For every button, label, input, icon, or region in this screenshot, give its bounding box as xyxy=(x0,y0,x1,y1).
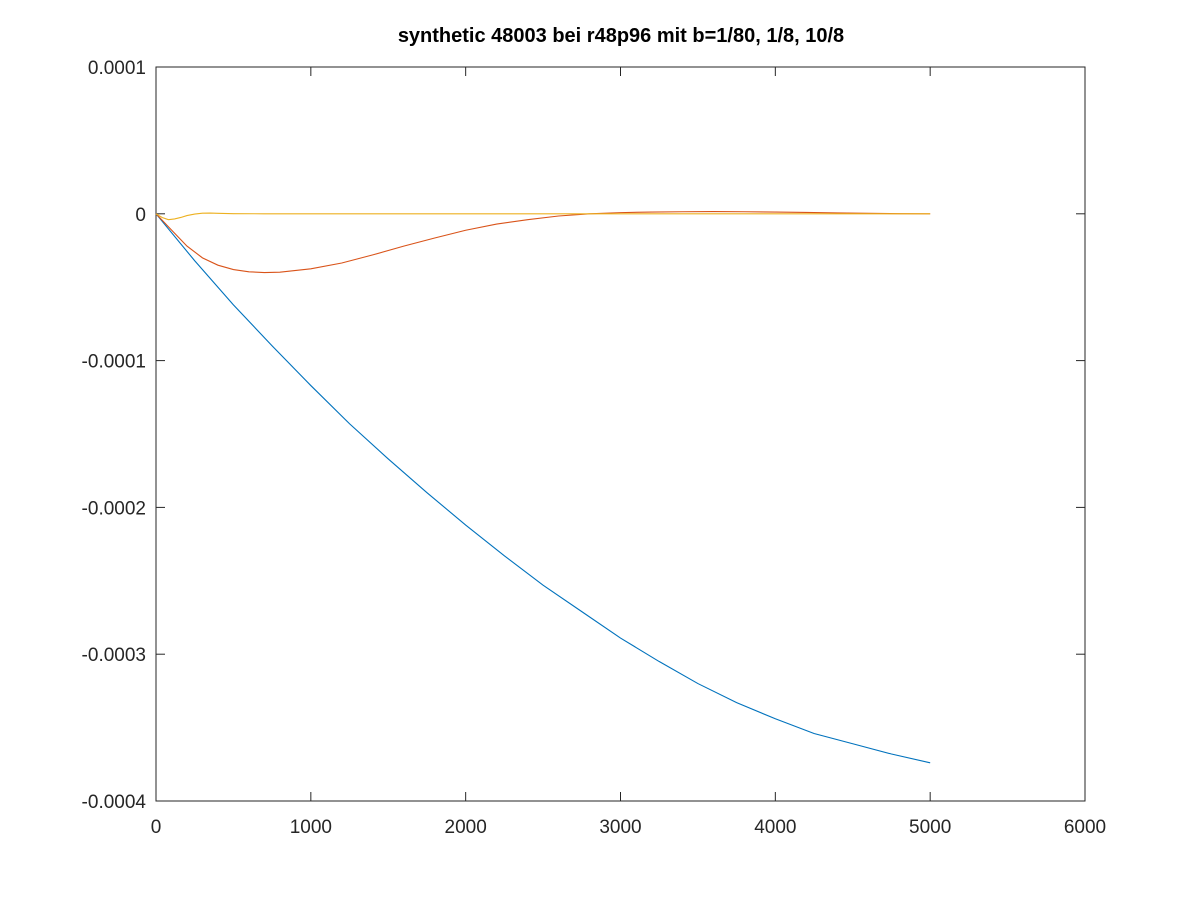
y-tick-label: -0.0004 xyxy=(82,792,147,813)
y-tick-label: -0.0001 xyxy=(82,352,146,373)
x-axis: 0 1000 2000 3000 4000 5000 6000 xyxy=(151,67,1106,838)
y-tick-label: -0.0002 xyxy=(82,498,146,519)
plot-area-frame xyxy=(155,66,1086,802)
x-tick-label: 6000 xyxy=(1064,817,1106,838)
x-tick-label: 0 xyxy=(151,817,162,838)
x-tick-label: 2000 xyxy=(445,817,487,838)
y-tick-label: 0.0001 xyxy=(88,58,146,79)
y-tick-label: -0.0003 xyxy=(82,645,146,666)
series-line-1 xyxy=(155,213,931,764)
x-tick-label: 4000 xyxy=(754,817,796,838)
y-axis: 0.0001 0 -0.0001 -0.0002 -0.0003 -0.0004 xyxy=(82,58,1085,813)
x-tick-label: 3000 xyxy=(599,817,641,838)
series-line-2 xyxy=(155,211,931,274)
series-line-3 xyxy=(155,212,931,221)
x-tick-label: 1000 xyxy=(290,817,332,838)
y-tick-label: 0 xyxy=(135,205,146,226)
series-group xyxy=(155,211,931,764)
chart-title: synthetic 48003 bei r48p96 mit b=1/80, 1… xyxy=(398,25,844,47)
x-tick-label: 5000 xyxy=(909,817,951,838)
